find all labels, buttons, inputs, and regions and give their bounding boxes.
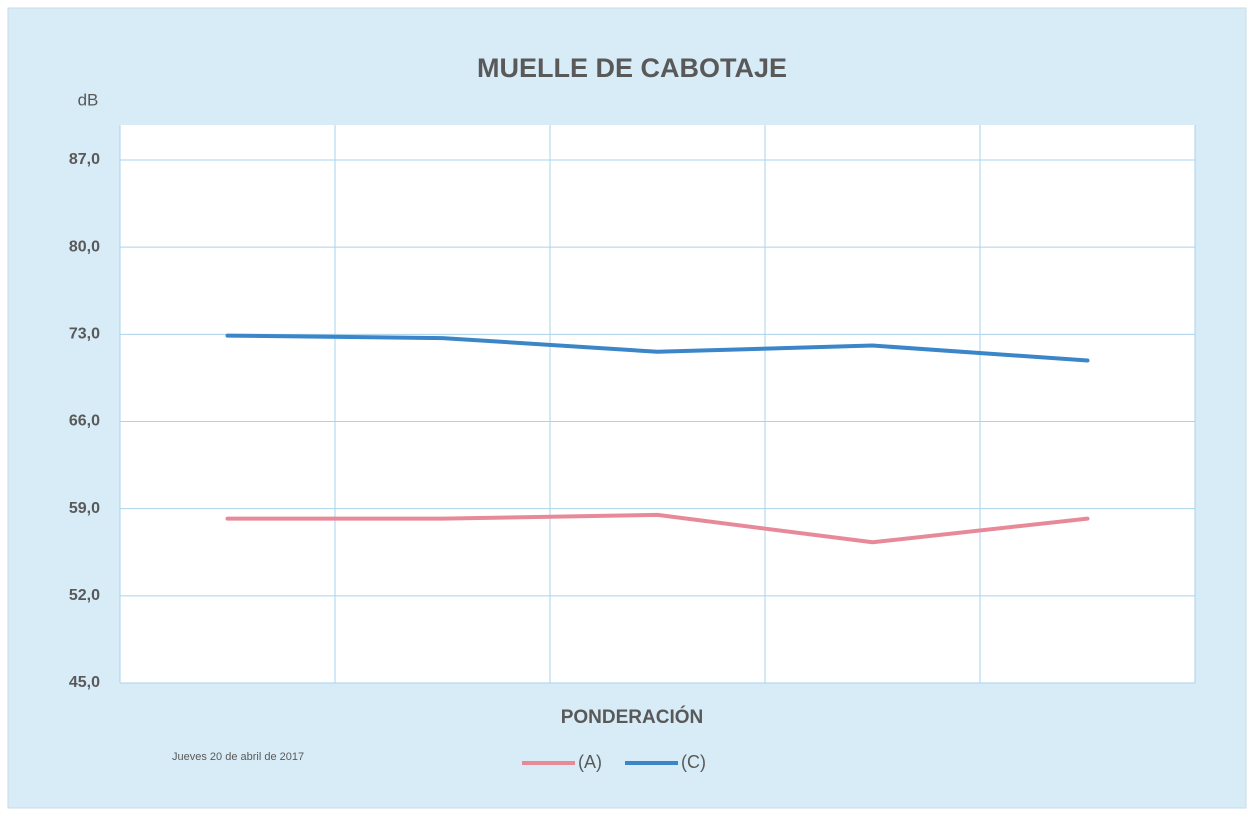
y-axis-label: dB <box>78 90 99 109</box>
plot-area <box>120 125 1195 683</box>
y-tick-label: 80,0 <box>69 238 100 255</box>
legend-label: (A) <box>578 752 602 772</box>
y-tick-label: 73,0 <box>69 326 100 343</box>
chart-title: MUELLE DE CABOTAJE <box>477 53 787 83</box>
annotation: Jueves 20 de abril de 2017 <box>172 751 304 763</box>
legend-label: (C) <box>681 752 706 772</box>
y-tick-label: 52,0 <box>69 587 100 604</box>
y-tick-label: 45,0 <box>69 674 100 691</box>
series-line <box>225 512 1090 545</box>
x-axis-label: PONDERACIÓN <box>561 706 704 728</box>
series-line <box>225 333 1090 363</box>
y-tick-label: 87,0 <box>69 151 100 168</box>
y-tick-label: 59,0 <box>69 500 100 517</box>
y-tick-label: 66,0 <box>69 413 100 430</box>
